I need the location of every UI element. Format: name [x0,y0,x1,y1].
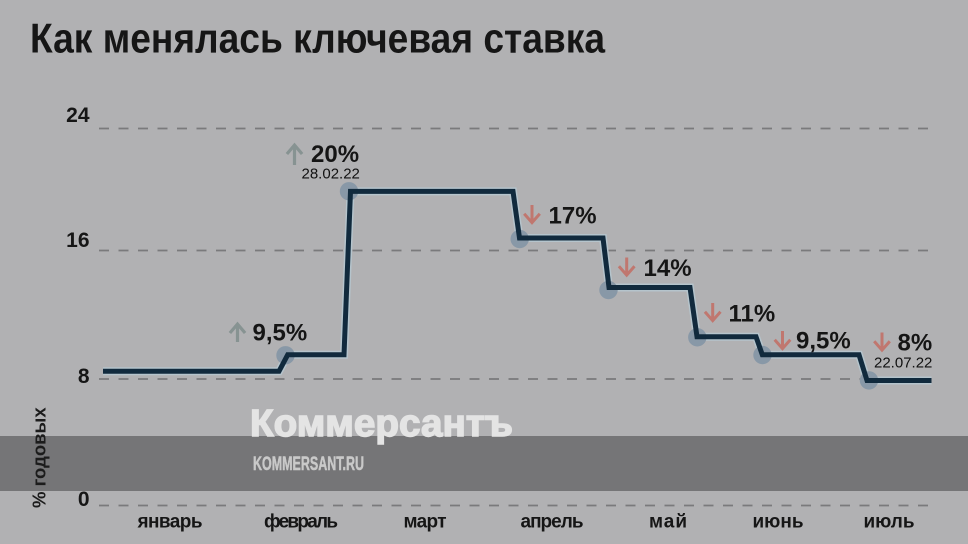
svg-text:% годовых: % годовых [29,407,50,508]
svg-text:8%: 8% [898,330,933,357]
svg-text:февраль: февраль [264,512,338,533]
svg-text:Коммерсантъ: Коммерсантъ [250,403,513,445]
svg-text:июнь: июнь [753,512,804,533]
svg-text:24: 24 [66,104,90,127]
svg-text:январь: январь [137,512,203,533]
svg-text:9,5%: 9,5% [796,328,851,355]
svg-text:17%: 17% [549,203,597,230]
svg-text:Как менялась ключевая ставка: Как менялась ключевая ставка [30,15,606,62]
svg-text:14%: 14% [644,255,692,282]
svg-text:0: 0 [78,488,90,511]
svg-text:11%: 11% [729,301,776,328]
svg-text:22.07.22: 22.07.22 [874,355,932,372]
svg-text:8: 8 [78,365,90,388]
svg-text:9,5%: 9,5% [253,320,308,347]
svg-text:май: май [649,512,687,533]
svg-text:20%: 20% [311,141,359,168]
svg-text:июль: июль [864,512,915,533]
svg-text:28.02.22: 28.02.22 [302,166,360,183]
svg-text:март: март [404,512,447,533]
svg-text:апрель: апрель [521,512,584,533]
svg-text:KOMMERSANT.RU: KOMMERSANT.RU [253,454,364,475]
svg-text:16: 16 [66,229,89,252]
